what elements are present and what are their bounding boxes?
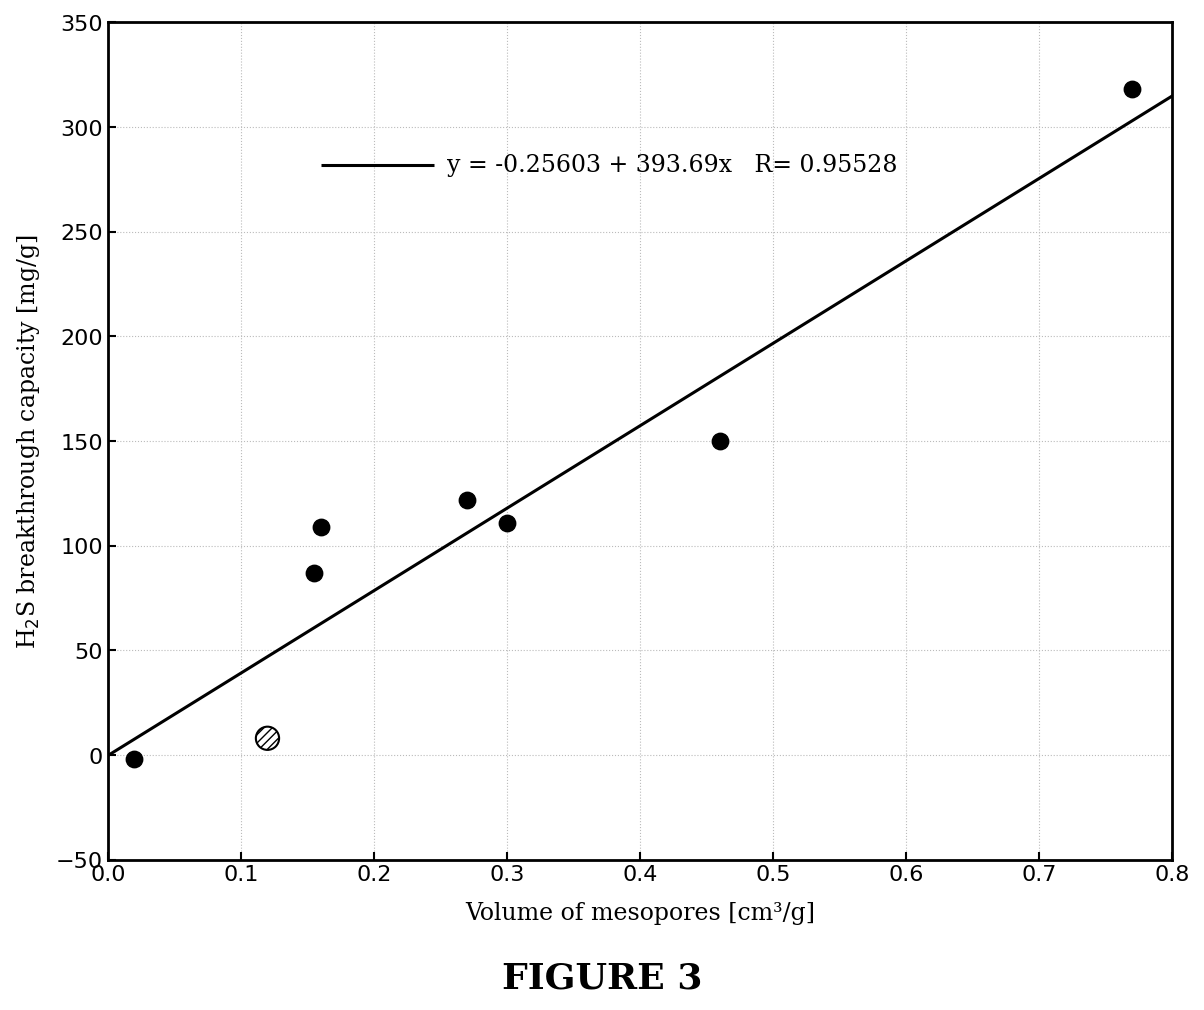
Point (305, 566, 324, 582)
Point (125, 751, 144, 768)
Point (709, 433, 728, 449)
Point (497, 515, 517, 531)
Text: y = -0.25603 + 393.69x   R= 0.95528: y = -0.25603 + 393.69x R= 0.95528 (447, 154, 897, 177)
Point (458, 492, 477, 508)
Point (1122, 82, 1141, 98)
Point (311, 519, 330, 535)
X-axis label: Volume of mesopores [cm³/g]: Volume of mesopores [cm³/g] (465, 901, 814, 924)
Y-axis label: H$_2$S breakthrough capacity [mg/g]: H$_2$S breakthrough capacity [mg/g] (14, 234, 42, 648)
Text: FIGURE 3: FIGURE 3 (502, 961, 702, 995)
Point (258, 730, 277, 746)
